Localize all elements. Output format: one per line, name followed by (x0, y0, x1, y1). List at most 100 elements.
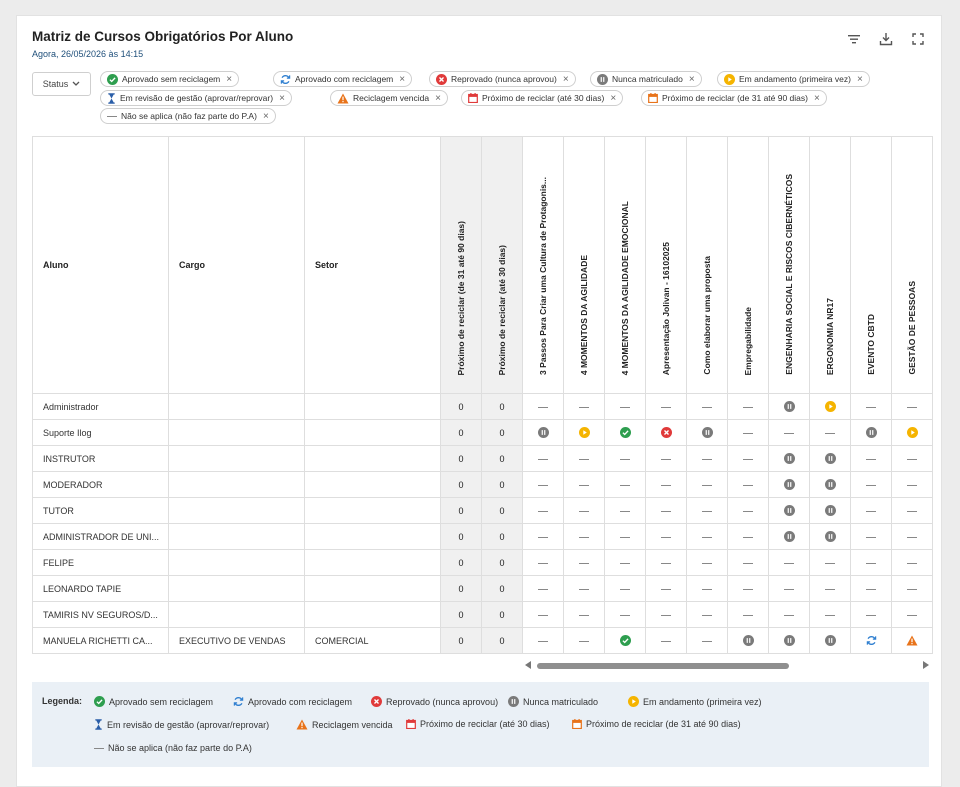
status-cell[interactable] (768, 393, 810, 420)
close-icon[interactable]: × (610, 92, 617, 104)
close-icon[interactable]: × (562, 73, 569, 85)
status-cell[interactable] (809, 393, 851, 420)
status-cell[interactable] (850, 419, 892, 446)
status-cell[interactable] (727, 627, 769, 654)
status-cell[interactable] (809, 471, 851, 498)
close-icon[interactable]: × (262, 110, 269, 122)
column-header-course[interactable]: Apresentação Jolivan - 16102025 (645, 136, 687, 394)
pause-circle-icon (824, 505, 836, 517)
column-header-course[interactable]: Empregabilidade (727, 136, 769, 394)
status-cell[interactable] (809, 523, 851, 550)
status-chip-label: Não se aplica (não faz parte do P.A) (121, 111, 257, 121)
cell-aluno: Suporte Ilog (32, 419, 169, 446)
status-cell[interactable] (522, 419, 564, 446)
status-cell[interactable] (809, 445, 851, 472)
column-header-course[interactable]: Próximo de reciclar (até 30 dias) (481, 136, 523, 394)
legend-item: Aprovado sem reciclagem (94, 696, 213, 707)
column-header-course[interactable]: GESTÃO DE PESSOAS (891, 136, 933, 394)
status-cell[interactable] (768, 445, 810, 472)
close-icon[interactable]: × (688, 73, 695, 85)
close-icon[interactable]: × (279, 92, 285, 104)
close-icon[interactable]: × (226, 73, 233, 85)
cell-cargo (168, 549, 305, 576)
dash-icon (743, 406, 753, 408)
status-cell (891, 575, 933, 602)
pause-circle-icon (537, 427, 549, 439)
status-cell[interactable] (563, 419, 605, 446)
column-header-course[interactable]: Como elaborar uma proposta (686, 136, 728, 394)
close-icon[interactable]: × (856, 73, 863, 85)
column-header-course[interactable]: ENGENHARIA SOCIAL E RISCOS CIBERNÉTICOS (768, 136, 810, 394)
pause-circle-icon (824, 531, 836, 543)
column-header-course[interactable]: 4 MOMENTOS DA AGILIDADE EMOCIONAL (604, 136, 646, 394)
download-icon[interactable] (877, 30, 895, 48)
column-header-course[interactable]: ERGONOMIA NR17 (809, 136, 851, 394)
status-cell[interactable] (645, 419, 687, 446)
column-header-course[interactable]: 3 Passos Para Criar uma Cultura de Prota… (522, 136, 564, 394)
column-header-cargo[interactable]: Cargo (168, 136, 305, 394)
pause-circle-icon (824, 635, 836, 647)
status-cell (727, 575, 769, 602)
status-cell[interactable] (809, 627, 851, 654)
status-chip[interactable]: Reprovado (nunca aprovou) × (429, 71, 576, 87)
dash-icon (702, 614, 712, 616)
cell-aluno: MANUELA RICHETTI CA... (32, 627, 169, 654)
status-cell (522, 393, 564, 420)
column-header-course[interactable]: Próximo de reciclar (de 31 até 90 dias) (440, 136, 482, 394)
status-chip[interactable]: Reciclagem vencida × (330, 90, 448, 106)
status-cell[interactable] (768, 471, 810, 498)
status-cell (686, 393, 728, 420)
status-cell[interactable] (604, 627, 646, 654)
status-cell (645, 393, 687, 420)
column-header-label: EVENTO CBTD (866, 314, 876, 375)
status-cell[interactable] (768, 627, 810, 654)
status-cell (727, 497, 769, 524)
calendar-icon (468, 93, 478, 103)
column-header-setor[interactable]: Setor (304, 136, 441, 394)
status-cell[interactable] (809, 497, 851, 524)
matrix-table: Aluno Cargo Setor Próximo de reciclar (d… (32, 136, 933, 654)
legend-item-label: Reprovado (nunca aprovou) (386, 696, 499, 707)
status-chip[interactable]: Em andamento (primeira vez) × (717, 71, 870, 87)
status-chip[interactable]: Aprovado sem reciclagem × (100, 71, 240, 87)
status-cell[interactable] (891, 419, 933, 446)
fullscreen-icon[interactable] (909, 30, 927, 48)
status-chip[interactable]: Aprovado com reciclagem × (273, 71, 413, 87)
status-cell[interactable] (891, 627, 933, 654)
status-filter-dropdown[interactable]: Status (32, 72, 91, 96)
cell-setor (304, 523, 441, 550)
close-icon[interactable]: × (399, 73, 406, 85)
horizontal-scrollbar[interactable] (525, 660, 929, 672)
pause-circle-icon (742, 635, 754, 647)
cell-count: 0 (440, 419, 482, 446)
status-chip[interactable]: Em revisão de gestão (aprovar/reprovar) × (100, 90, 292, 106)
status-chip[interactable]: Nunca matriculado × (590, 71, 702, 87)
dash-icon (538, 458, 548, 460)
cell-count: 0 (481, 601, 523, 628)
filter-icon[interactable] (845, 30, 863, 48)
status-cell (891, 523, 933, 550)
table-row: FELIPE 0 0 (32, 549, 933, 576)
legend-item: Em revisão de gestão (aprovar/reprovar) (94, 719, 269, 730)
column-header-course[interactable]: 4 MOMENTOS DA AGILIDADE (563, 136, 605, 394)
status-cell[interactable] (686, 419, 728, 446)
column-header-course[interactable]: EVENTO CBTD (850, 136, 892, 394)
status-cell[interactable] (768, 523, 810, 550)
status-chip[interactable]: Próximo de reciclar (até 30 dias) × (461, 90, 624, 106)
close-icon[interactable]: × (814, 92, 820, 104)
status-chip[interactable]: Não se aplica (não faz parte do P.A) × (100, 108, 276, 124)
scrollbar-thumb[interactable] (537, 663, 789, 669)
scroll-right-arrow[interactable] (923, 661, 929, 669)
status-chip-label: Aprovado com reciclagem (295, 74, 394, 84)
status-cell (809, 419, 851, 446)
status-filter-label: Status (42, 79, 69, 89)
close-icon[interactable]: × (435, 92, 441, 104)
status-cell[interactable] (850, 627, 892, 654)
status-chip[interactable]: Próximo de reciclar (de 31 até 90 dias) × (641, 90, 827, 106)
status-cell[interactable] (768, 497, 810, 524)
scroll-left-arrow[interactable] (525, 661, 531, 669)
status-chip-label: Reciclagem vencida (353, 93, 430, 103)
column-header-aluno[interactable]: Aluno (32, 136, 169, 394)
status-cell[interactable] (604, 419, 646, 446)
pause-circle-icon (783, 635, 795, 647)
